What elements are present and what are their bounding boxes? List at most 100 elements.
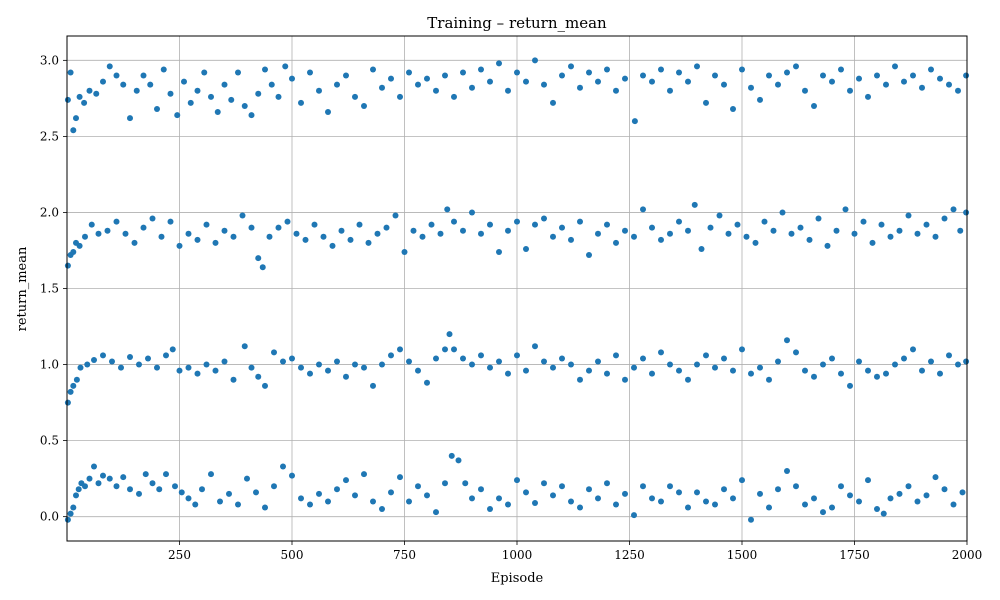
data-point xyxy=(568,63,574,70)
data-point xyxy=(156,486,163,493)
data-point xyxy=(424,379,430,386)
data-point xyxy=(383,224,390,231)
data-point xyxy=(280,358,286,365)
data-point xyxy=(379,361,385,368)
data-point xyxy=(424,75,430,82)
data-point xyxy=(316,87,322,94)
data-point xyxy=(221,227,228,234)
data-point xyxy=(658,498,664,505)
data-point xyxy=(86,87,93,94)
data-point xyxy=(82,233,88,240)
data-point xyxy=(70,504,77,511)
data-point xyxy=(820,72,826,79)
data-point xyxy=(428,221,435,228)
data-point xyxy=(910,72,916,79)
data-point xyxy=(86,475,93,482)
data-point xyxy=(442,72,448,79)
data-point xyxy=(748,370,754,377)
data-point xyxy=(887,495,894,502)
data-point xyxy=(757,364,763,371)
data-point xyxy=(106,63,113,70)
data-point xyxy=(244,475,250,482)
data-point xyxy=(307,370,313,377)
data-point xyxy=(262,382,268,389)
data-point xyxy=(667,87,673,94)
data-point xyxy=(761,218,768,225)
data-point xyxy=(442,346,448,353)
data-point xyxy=(487,221,493,228)
x-tick-label: 1500 xyxy=(727,548,758,562)
data-point xyxy=(255,255,262,262)
data-point xyxy=(109,358,115,365)
data-point xyxy=(766,504,772,511)
data-point xyxy=(496,248,502,255)
data-point xyxy=(248,364,255,371)
data-point xyxy=(338,227,345,234)
data-point xyxy=(685,227,691,234)
data-point xyxy=(289,75,295,82)
data-point xyxy=(815,215,822,222)
data-point xyxy=(235,501,241,508)
data-point xyxy=(829,504,835,511)
data-point xyxy=(739,66,745,73)
data-point xyxy=(838,483,844,490)
data-point xyxy=(559,355,565,362)
data-point xyxy=(649,78,655,85)
data-point xyxy=(433,355,439,362)
data-point xyxy=(595,78,601,85)
data-point xyxy=(901,78,907,85)
data-point xyxy=(550,492,556,499)
data-point xyxy=(550,99,556,106)
data-point xyxy=(955,87,961,94)
data-point xyxy=(784,337,790,344)
data-point xyxy=(370,498,376,505)
data-point xyxy=(950,206,957,213)
data-point xyxy=(752,239,759,246)
data-point xyxy=(694,489,700,496)
data-point xyxy=(266,233,273,240)
data-point xyxy=(93,90,100,97)
data-point xyxy=(221,81,228,88)
data-point xyxy=(631,512,637,519)
data-point xyxy=(70,127,77,134)
data-point xyxy=(347,236,354,243)
data-point xyxy=(532,221,538,228)
y-tick-label: 3.0 xyxy=(40,53,59,67)
data-point xyxy=(878,221,885,228)
data-point xyxy=(586,69,592,76)
data-point xyxy=(640,206,646,213)
data-point xyxy=(140,224,147,231)
data-point xyxy=(163,352,169,359)
data-point xyxy=(698,245,705,252)
data-point xyxy=(424,492,430,499)
data-point xyxy=(691,201,698,208)
data-point xyxy=(343,477,349,484)
data-point xyxy=(820,509,826,516)
data-point xyxy=(133,87,140,94)
data-point xyxy=(388,75,394,82)
data-point xyxy=(928,358,934,365)
data-point xyxy=(802,87,808,94)
data-point xyxy=(469,361,475,368)
data-point xyxy=(239,212,246,219)
data-point xyxy=(622,75,628,82)
data-point xyxy=(559,224,565,231)
data-point xyxy=(444,206,451,213)
data-point xyxy=(120,81,127,88)
data-point xyxy=(460,355,466,362)
data-point xyxy=(658,66,664,73)
data-point xyxy=(820,361,826,368)
data-point xyxy=(963,209,970,216)
data-point xyxy=(914,230,921,237)
data-point xyxy=(176,367,183,374)
data-point xyxy=(174,112,181,119)
data-point xyxy=(613,239,619,246)
data-point xyxy=(329,242,336,249)
data-point xyxy=(541,215,547,222)
data-point xyxy=(455,457,462,464)
data-point xyxy=(568,361,574,368)
data-point xyxy=(478,66,484,73)
data-point xyxy=(214,109,221,116)
data-point xyxy=(284,218,291,225)
